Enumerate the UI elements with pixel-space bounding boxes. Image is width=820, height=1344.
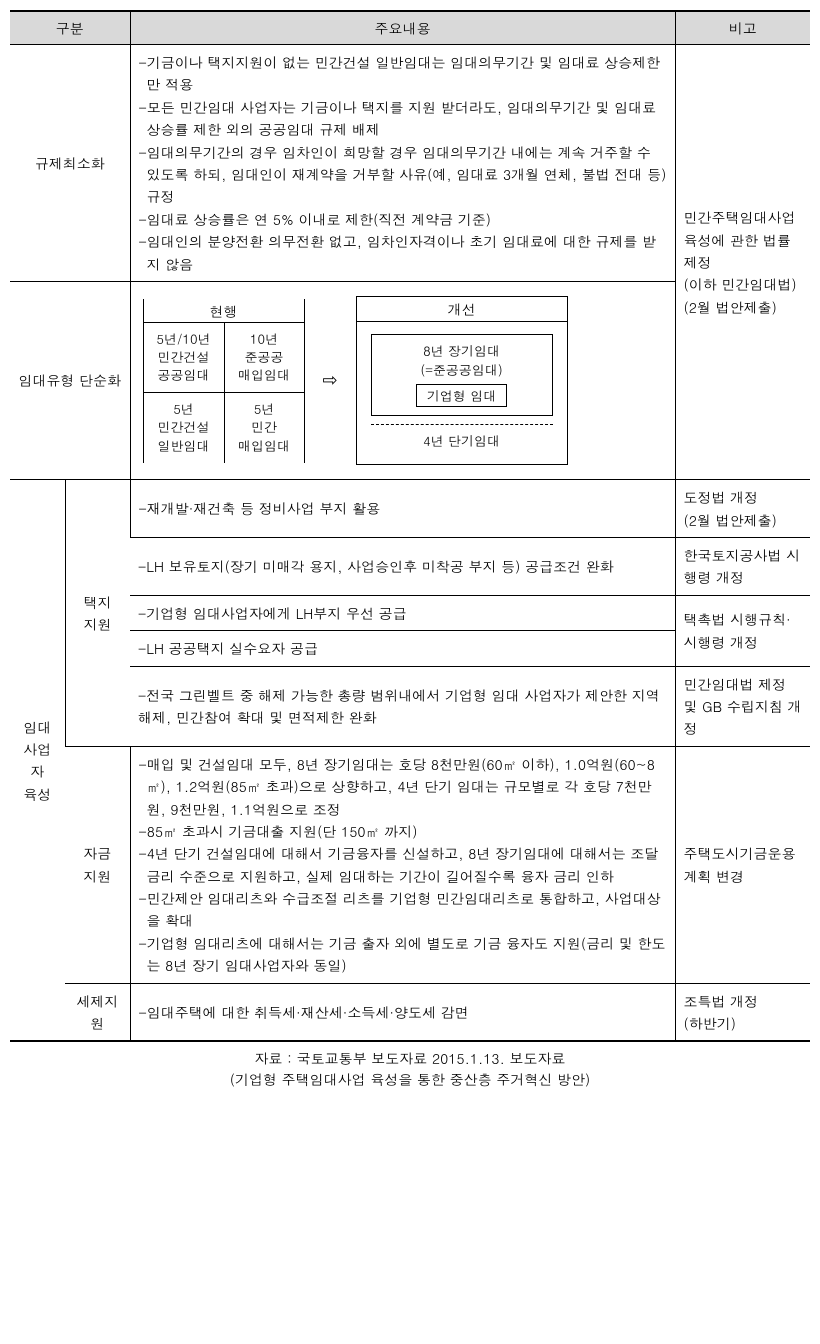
- header-row: 구분 주요내용 비고: [10, 11, 810, 45]
- remark-law: 민간주택임대사업 육성에 관한 법률 제정 (이하 민간임대법) (2월 법안제…: [675, 45, 810, 480]
- cat-type-simplify: 임대유형 단순화: [10, 281, 130, 479]
- footer-line2: (기업형 주택임대사업 육성을 통한 중산층 주거혁신 방안): [10, 1069, 810, 1090]
- reg-item: -모든 민간임대 사업자는 기금이나 택지를 지원 받더라도, 임대의무기간 및…: [139, 96, 667, 141]
- land-item-3: -기업형 임대사업자에게 LH부지 우선 공급: [130, 595, 675, 630]
- dash-separator: [371, 424, 553, 425]
- arrow-icon: ⇨: [323, 366, 338, 395]
- land-item-4: -LH 공공택지 실수요자 공급: [130, 631, 675, 666]
- land-remark-3: 택촉법 시행규칙·시행령 개정: [675, 595, 810, 666]
- fund-item: -매입 및 건설임대 모두, 8년 장기임대는 호당 8천만원(60㎡ 이하),…: [139, 753, 667, 820]
- reg-item: -임대의무기간의 경우 임차인이 희망할 경우 임대의무기간 내에는 계속 거주…: [139, 141, 667, 208]
- row-fund: 자금 지원 -매입 및 건설임대 모두, 8년 장기임대는 호당 8천만원(60…: [10, 746, 810, 983]
- cell-b1: 5년 민간건설 일반임대: [144, 393, 224, 463]
- row-land-3: -기업형 임대사업자에게 LH부지 우선 공급 택촉법 시행규칙·시행령 개정: [10, 595, 810, 630]
- header-category: 구분: [10, 11, 130, 45]
- land-remark-5: 민간임대법 제정 및 GB 수립지침 개정: [675, 666, 810, 746]
- cat-fund-support: 자금 지원: [65, 746, 130, 983]
- cell-a2: 10년 준공공 매입임대: [224, 323, 304, 393]
- short-term-label: 4년 단기임대: [371, 431, 553, 452]
- land-item-2: -LH 보유토지(장기 미매각 용지, 사업승인후 미착공 부지 등) 공급조건…: [130, 537, 675, 595]
- cat-tax-support: 세제지원: [65, 983, 130, 1041]
- cat-land-support: 택지 지원: [65, 480, 130, 747]
- land-remark-1: 도정법 개정 (2월 법안제출): [675, 480, 810, 538]
- fund-item: -민간제안 임대리츠와 수급조절 리츠를 기업형 민간임대리츠로 통합하고, 사…: [139, 887, 667, 932]
- header-content: 주요내용: [130, 11, 675, 45]
- content-regulation-min: -기금이나 택지지원이 없는 민간건설 일반임대는 임대의무기간 및 임대료 상…: [130, 45, 675, 282]
- reg-item: -임대인의 분양전환 의무전환 없고, 임차인자격이나 초기 임대료에 대한 규…: [139, 230, 667, 275]
- header-remark: 비고: [675, 11, 810, 45]
- policy-table: 구분 주요내용 비고 규제최소화 -기금이나 택지지원이 없는 민간건설 일반임…: [10, 10, 810, 1042]
- fund-item: -4년 단기 건설임대에 대해서 기금융자를 신설하고, 8년 장기임대에 대해…: [139, 842, 667, 887]
- footer-line1: 자료 : 국토교통부 보도자료 2015.1.13. 보도자료: [10, 1048, 810, 1069]
- reg-item: -기금이나 택지지원이 없는 민간건설 일반임대는 임대의무기간 및 임대료 상…: [139, 51, 667, 96]
- row-land-2: -LH 보유토지(장기 미매각 용지, 사업승인후 미착공 부지 등) 공급조건…: [10, 537, 810, 595]
- cat-regulation-min: 규제최소화: [10, 45, 130, 282]
- content-diagram: 현행 5년/10년 민간건설 공공임대 10년 준공공 매입임대 5년 민간건설…: [130, 281, 675, 479]
- tax-item: -임대주택에 대한 취득세·재산세·소득세·양도세 감면: [130, 983, 675, 1041]
- long-term-box: 8년 장기임대 (=준공공임대) 기업형 임대: [371, 334, 553, 417]
- current-head: 현행: [144, 299, 304, 323]
- fund-item: -기업형 임대리츠에 대해서는 기금 출자 외에 별도로 기금 융자도 지원(금…: [139, 932, 667, 977]
- row-land-5: -전국 그린벨트 중 해제 가능한 총량 범위내에서 기업형 임대 사업자가 제…: [10, 666, 810, 746]
- long-term-label: 8년 장기임대 (=준공공임대): [376, 341, 548, 380]
- corp-rental-box: 기업형 임대: [416, 384, 507, 408]
- diagram-current: 현행 5년/10년 민간건설 공공임대 10년 준공공 매입임대 5년 민간건설…: [143, 299, 305, 463]
- land-remark-2: 한국토지공사법 시행령 개정: [675, 537, 810, 595]
- content-fund: -매입 및 건설임대 모두, 8년 장기임대는 호당 8천만원(60㎡ 이하),…: [130, 746, 675, 983]
- row-tax: 세제지원 -임대주택에 대한 취득세·재산세·소득세·양도세 감면 조특법 개정…: [10, 983, 810, 1041]
- cat-rental-dev: 임대 사업자 육성: [10, 480, 65, 1042]
- cell-b2: 5년 민간 매입임대: [224, 393, 304, 463]
- fund-remark: 주택도시기금운용계획 변경: [675, 746, 810, 983]
- source-footer: 자료 : 국토교통부 보도자료 2015.1.13. 보도자료 (기업형 주택임…: [10, 1048, 810, 1090]
- tax-remark: 조특법 개정 (하반기): [675, 983, 810, 1041]
- land-item-5: -전국 그린벨트 중 해제 가능한 총량 범위내에서 기업형 임대 사업자가 제…: [130, 666, 675, 746]
- type-diagram: 현행 5년/10년 민간건설 공공임대 10년 준공공 매입임대 5년 민간건설…: [139, 288, 667, 473]
- diagram-improved: 개선 8년 장기임대 (=준공공임대) 기업형 임대 4년 단기임대: [356, 296, 568, 465]
- row-land-1: 임대 사업자 육성 택지 지원 -재개발·재건축 등 정비사업 부지 활용 도정…: [10, 480, 810, 538]
- row-regulation-min: 규제최소화 -기금이나 택지지원이 없는 민간건설 일반임대는 임대의무기간 및…: [10, 45, 810, 282]
- fund-item: -85㎡ 초과시 기금대출 지원(단 150㎡ 까지): [139, 820, 667, 842]
- land-item-1: -재개발·재건축 등 정비사업 부지 활용: [130, 480, 675, 538]
- cell-a1: 5년/10년 민간건설 공공임대: [144, 323, 224, 393]
- reg-item: -임대료 상승률은 연 5% 이내로 제한(직전 계약금 기준): [139, 208, 667, 230]
- improved-head: 개선: [357, 297, 567, 322]
